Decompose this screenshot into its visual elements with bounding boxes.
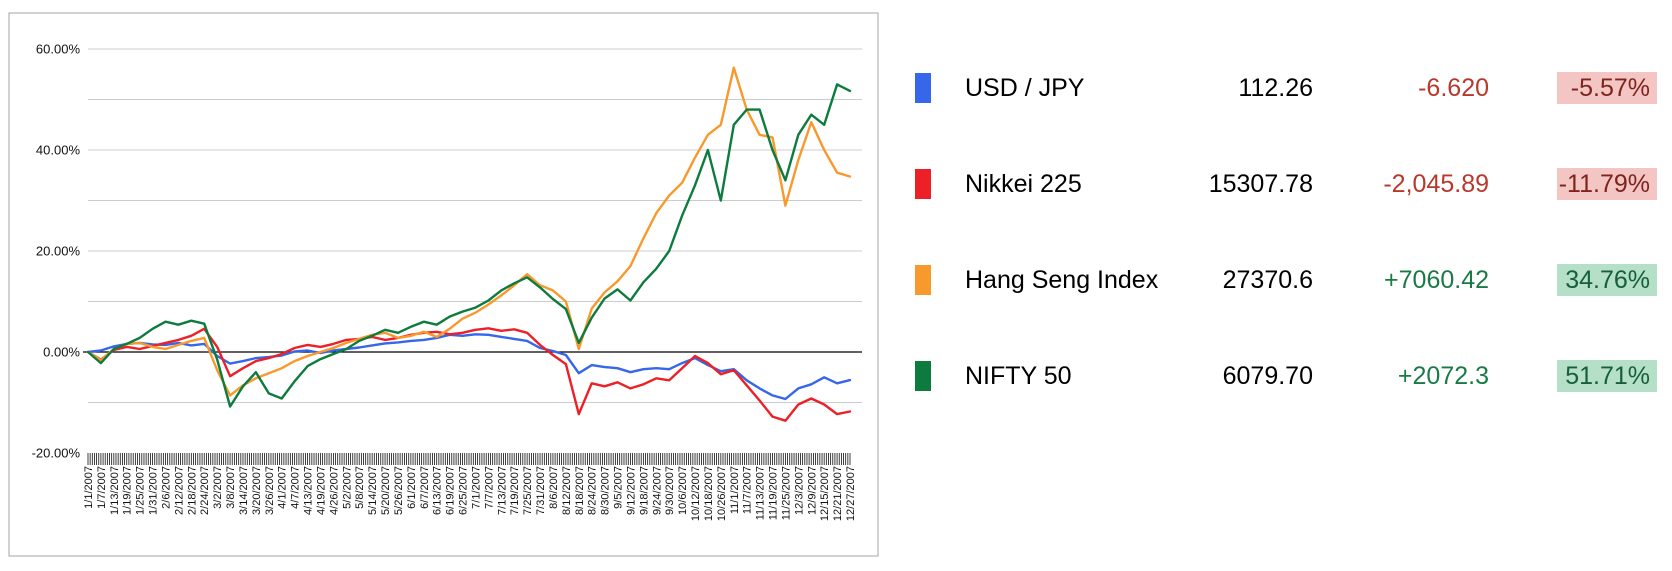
series-name: Nikkei 225	[965, 170, 1082, 198]
series-change: +2072.3	[1397, 362, 1489, 390]
svg-text:11/19/2007: 11/19/2007	[768, 466, 780, 520]
svg-text:2/18/2007: 2/18/2007	[186, 466, 198, 515]
svg-text:-20.00%: -20.00%	[32, 446, 81, 461]
svg-text:5/8/2007: 5/8/2007	[354, 466, 366, 509]
chart-border	[8, 12, 879, 557]
series-change: -2,045.89	[1383, 170, 1489, 198]
svg-text:3/20/2007: 3/20/2007	[251, 466, 263, 515]
svg-text:8/12/2007: 8/12/2007	[561, 466, 573, 515]
svg-text:12/27/2007: 12/27/2007	[845, 466, 857, 521]
svg-text:10/6/2007: 10/6/2007	[677, 466, 689, 515]
svg-text:8/6/2007: 8/6/2007	[548, 466, 560, 509]
series-last-value: 15307.78	[1208, 170, 1313, 198]
svg-text:11/7/2007: 11/7/2007	[742, 466, 754, 514]
svg-text:2/24/2007: 2/24/2007	[199, 466, 211, 515]
svg-text:9/30/2007: 9/30/2007	[664, 466, 676, 515]
series-swatch-hangseng	[915, 265, 931, 295]
svg-text:9/5/2007: 9/5/2007	[613, 466, 625, 509]
series-last-value: 112.26	[1238, 74, 1313, 102]
svg-text:10/26/2007: 10/26/2007	[716, 466, 728, 521]
svg-text:3/8/2007: 3/8/2007	[225, 466, 237, 509]
svg-text:6/13/2007: 6/13/2007	[432, 466, 444, 515]
svg-text:2/6/2007: 2/6/2007	[160, 466, 172, 509]
svg-text:8/30/2007: 8/30/2007	[600, 466, 612, 515]
svg-text:11/13/2007: 11/13/2007	[755, 466, 767, 520]
svg-text:5/26/2007: 5/26/2007	[393, 466, 405, 515]
series-pct-badge: 34.76%	[1557, 264, 1657, 296]
svg-text:11/1/2007: 11/1/2007	[729, 466, 741, 514]
svg-text:40.00%: 40.00%	[36, 143, 81, 158]
svg-text:1/13/2007: 1/13/2007	[109, 466, 121, 515]
series-swatch-nifty	[915, 361, 931, 391]
series-line-nifty-50	[86, 83, 852, 408]
svg-text:12/3/2007: 12/3/2007	[793, 466, 805, 515]
series-last-value: 6079.70	[1222, 362, 1313, 390]
svg-text:12/21/2007: 12/21/2007	[832, 466, 844, 521]
svg-text:4/13/2007: 4/13/2007	[303, 466, 315, 515]
svg-text:7/7/2007: 7/7/2007	[483, 466, 495, 509]
svg-text:10/12/2007: 10/12/2007	[690, 466, 702, 521]
svg-text:12/15/2007: 12/15/2007	[819, 466, 831, 521]
series-pct-badge: -5.57%	[1557, 72, 1657, 104]
svg-text:7/19/2007: 7/19/2007	[509, 466, 521, 515]
series-swatch-usdjpy	[915, 73, 931, 103]
svg-text:1/19/2007: 1/19/2007	[122, 466, 134, 515]
svg-text:6/25/2007: 6/25/2007	[458, 466, 470, 515]
svg-text:7/31/2007: 7/31/2007	[535, 466, 547, 515]
series-line-hang-seng-index	[86, 66, 852, 397]
chart-series-lines	[86, 66, 852, 422]
svg-text:4/19/2007: 4/19/2007	[315, 466, 327, 515]
svg-text:7/13/2007: 7/13/2007	[496, 466, 508, 515]
y-axis-tick-labels: 60.00% 40.00% 20.00% 0.00% -20.00%	[32, 42, 81, 461]
series-pct-badge: -11.79%	[1557, 168, 1657, 200]
svg-text:60.00%: 60.00%	[36, 42, 81, 57]
svg-text:9/24/2007: 9/24/2007	[651, 466, 663, 515]
svg-text:8/18/2007: 8/18/2007	[574, 466, 586, 515]
legend-row-usdjpy: USD / JPY 112.26 -6.620 -5.57%	[0, 72, 1672, 104]
svg-text:6/1/2007: 6/1/2007	[406, 466, 418, 509]
svg-text:2/12/2007: 2/12/2007	[173, 466, 185, 515]
svg-text:0.00%: 0.00%	[43, 345, 80, 360]
series-name: USD / JPY	[965, 74, 1085, 102]
x-axis-date-labels: 1/1/2007 1/7/2007 1/13/2007 1/19/2007 1/25/2…	[83, 466, 857, 521]
legend-row-nikkei: Nikkei 225 15307.78 -2,045.89 -11.79%	[0, 168, 1672, 200]
svg-text:7/25/2007: 7/25/2007	[522, 466, 534, 515]
series-change: +7060.42	[1384, 266, 1489, 294]
series-name: NIFTY 50	[965, 362, 1072, 390]
series-swatch-nikkei	[915, 169, 931, 199]
svg-text:3/26/2007: 3/26/2007	[264, 466, 276, 515]
svg-text:5/2/2007: 5/2/2007	[341, 466, 353, 509]
svg-text:3/2/2007: 3/2/2007	[212, 466, 224, 509]
performance-line-chart: 60.00%40.00%20.00%0.00%-20.00% 1/1/2007 1…	[8, 12, 879, 557]
svg-text:12/9/2007: 12/9/2007	[806, 466, 818, 515]
svg-text:1/7/2007: 1/7/2007	[96, 466, 108, 509]
svg-text:20.00%: 20.00%	[36, 244, 81, 259]
series-change: -6.620	[1418, 74, 1489, 102]
series-name: Hang Seng Index	[965, 266, 1159, 294]
svg-text:1/1/2007: 1/1/2007	[83, 466, 95, 509]
svg-text:4/26/2007: 4/26/2007	[328, 466, 340, 515]
svg-text:5/20/2007: 5/20/2007	[380, 466, 392, 515]
svg-text:1/25/2007: 1/25/2007	[135, 466, 147, 515]
svg-text:11/25/2007: 11/25/2007	[780, 466, 792, 520]
series-line-nikkei-225	[86, 327, 852, 422]
svg-text:4/1/2007: 4/1/2007	[277, 466, 289, 509]
svg-text:9/18/2007: 9/18/2007	[638, 466, 650, 515]
svg-text:7/1/2007: 7/1/2007	[470, 466, 482, 509]
x-axis-daily-tick-marks	[87, 453, 851, 465]
legend-row-hangseng: Hang Seng Index 27370.6 +7060.42 34.76%	[0, 264, 1672, 296]
svg-text:6/19/2007: 6/19/2007	[445, 466, 457, 515]
svg-text:5/14/2007: 5/14/2007	[367, 466, 379, 515]
svg-text:1/31/2007: 1/31/2007	[148, 466, 160, 515]
svg-text:10/18/2007: 10/18/2007	[703, 466, 715, 521]
svg-text:8/24/2007: 8/24/2007	[587, 466, 599, 515]
series-last-value: 27370.6	[1222, 266, 1313, 294]
legend-row-nifty: NIFTY 50 6079.70 +2072.3 51.71%	[0, 360, 1672, 392]
svg-text:3/14/2007: 3/14/2007	[238, 466, 250, 515]
series-pct-badge: 51.71%	[1557, 360, 1657, 392]
svg-text:4/7/2007: 4/7/2007	[290, 466, 302, 509]
svg-text:6/7/2007: 6/7/2007	[419, 466, 431, 509]
svg-text:9/12/2007: 9/12/2007	[625, 466, 637, 515]
